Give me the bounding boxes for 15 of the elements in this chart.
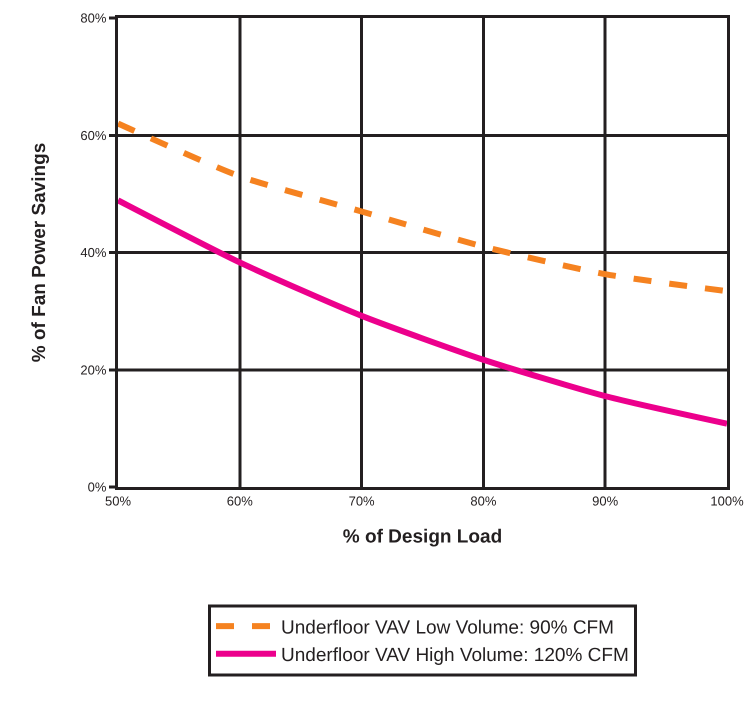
y-tick-label: 60%	[80, 128, 107, 143]
x-axis-title: % of Design Load	[342, 526, 502, 548]
x-tick-label: 60%	[226, 494, 254, 509]
y-tick-label: 0%	[88, 480, 107, 495]
x-tick-label: 100%	[710, 494, 744, 509]
x-tick-label: 80%	[470, 494, 497, 509]
y-axis-title: % of Fan Power Savings	[29, 142, 50, 362]
legend-label: Underfloor VAV Low Volume: 90% CFM	[281, 618, 614, 639]
x-tick-label: 90%	[592, 494, 619, 509]
y-tick-label: 40%	[80, 245, 107, 260]
y-tick-label: 80%	[80, 10, 107, 26]
legend-label: Underfloor VAV High Volume: 120% CFM	[281, 645, 629, 666]
y-tick-label: 20%	[80, 362, 107, 378]
x-tick-label: 70%	[348, 494, 376, 509]
x-tick-label: 50%	[104, 494, 132, 509]
